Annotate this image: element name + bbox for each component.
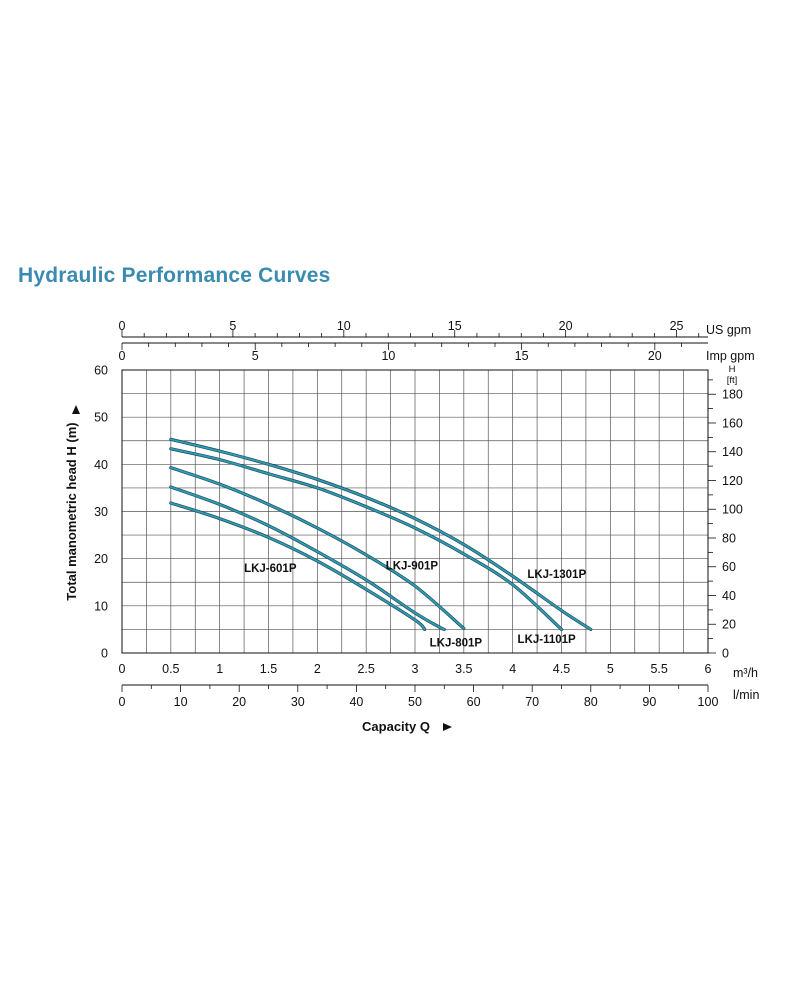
x-tick-label: 2.5 [357, 662, 374, 676]
plot-frame [121, 369, 709, 654]
x-tick-label: 3.5 [455, 662, 472, 676]
ft-tick-label: 40 [722, 589, 736, 603]
x-unit-label: m³/h [733, 666, 758, 680]
series-line-lkj-1301p [169, 438, 592, 631]
usgpm-tick-label: 25 [670, 319, 684, 333]
impgpm-tick-label: 10 [381, 349, 395, 363]
y-tick-label: 20 [94, 552, 108, 566]
series-line-lkj-1301p-outline [169, 437, 593, 632]
ft-tick-label: 20 [722, 618, 736, 632]
label-layer: LKJ-601P LKJ-901P LKJ-1301P LKJ-801P LKJ-110… [244, 561, 586, 650]
ft-tick-label: 100 [722, 503, 743, 517]
impgpm-tick-label: 15 [515, 349, 529, 363]
usgpm-tick-label: 15 [448, 319, 462, 333]
x-tick-label: 0.5 [162, 662, 179, 676]
y-axis-title: Total manometric head H (m) [64, 422, 79, 600]
x-tick-label: 2 [314, 662, 321, 676]
ft-axis-label: H [729, 364, 736, 375]
lmin-tick-label: 10 [174, 695, 188, 709]
impgpm-axis-label: Imp gpm [706, 349, 755, 363]
curve-label-lkj-901p: LKJ-901P [386, 561, 439, 573]
lmin-tick-label: 40 [349, 695, 363, 709]
ft-tick-label: 80 [722, 531, 736, 545]
x-tick-label: 0 [119, 662, 126, 676]
x-tick-label: 5.5 [650, 662, 667, 676]
y-tick-label: 50 [94, 411, 108, 425]
usgpm-tick-label: 10 [337, 319, 351, 333]
x-axis-arrow-icon [443, 723, 452, 731]
x-tick-label: 3 [412, 662, 419, 676]
x-tick-label: 1.5 [260, 662, 277, 676]
usgpm-tick-label: 5 [229, 319, 236, 333]
x-tick-label: 6 [705, 662, 712, 676]
ft-tick-label: 0 [722, 647, 729, 661]
impgpm-tick-label: 5 [252, 349, 259, 363]
ft-tick-label: 60 [722, 560, 736, 574]
impgpm-tick-label: 20 [648, 349, 662, 363]
y-tick-label: 60 [94, 364, 108, 378]
ft-tick-label: 160 [722, 416, 743, 430]
x-tick-label: 4 [509, 662, 516, 676]
series-line-lkj-901p [169, 466, 465, 630]
page-title: Hydraulic Performance Curves [18, 264, 331, 287]
lmin-tick-label: 90 [642, 695, 656, 709]
grid-layer [121, 369, 709, 654]
axis-layer: 0102030405060020406080100120140160180H[f… [64, 319, 759, 734]
usgpm-tick-label: 0 [119, 319, 126, 333]
lmin-tick-label: 0 [119, 695, 126, 709]
lmin-tick-label: 80 [584, 695, 598, 709]
x-axis-title: Capacity Q [362, 719, 430, 734]
lmin-tick-label: 60 [467, 695, 481, 709]
x-tick-label: 5 [607, 662, 614, 676]
y-tick-label: 0 [101, 647, 108, 661]
ft-tick-label: 180 [722, 388, 743, 402]
curve-label-lkj-601p: LKJ-601P [244, 563, 297, 575]
lmin-tick-label: 50 [408, 695, 422, 709]
lmin-tick-label: 30 [291, 695, 305, 709]
lmin-tick-label: 20 [232, 695, 246, 709]
y-tick-label: 10 [94, 599, 108, 613]
ft-tick-label: 140 [722, 445, 743, 459]
x-tick-label: 1 [216, 662, 223, 676]
y-tick-label: 30 [94, 505, 108, 519]
ft-axis-sublabel: [ft] [727, 375, 738, 386]
series-layer [169, 437, 593, 632]
y-tick-label: 40 [94, 458, 108, 472]
curve-label-lkj-1101p: LKJ-1101P [518, 634, 577, 646]
impgpm-tick-label: 0 [119, 349, 126, 363]
lmin-tick-label: 100 [698, 695, 719, 709]
curve-label-lkj-1301p: LKJ-1301P [527, 569, 586, 581]
usgpm-tick-label: 20 [559, 319, 573, 333]
ft-tick-label: 120 [722, 474, 743, 488]
curve-label-lkj-801p: LKJ-801P [430, 638, 483, 650]
series-line-lkj-801p-outline [169, 485, 446, 632]
lmin-tick-label: 70 [525, 695, 539, 709]
series-line-lkj-601p [169, 502, 426, 631]
y-axis-arrow-icon [72, 405, 80, 414]
lmin-axis-label: l/min [733, 688, 759, 702]
series-line-lkj-1101p [169, 447, 563, 631]
usgpm-axis-label: US gpm [706, 323, 751, 337]
series-line-lkj-801p [169, 486, 446, 631]
x-tick-label: 4.5 [553, 662, 570, 676]
